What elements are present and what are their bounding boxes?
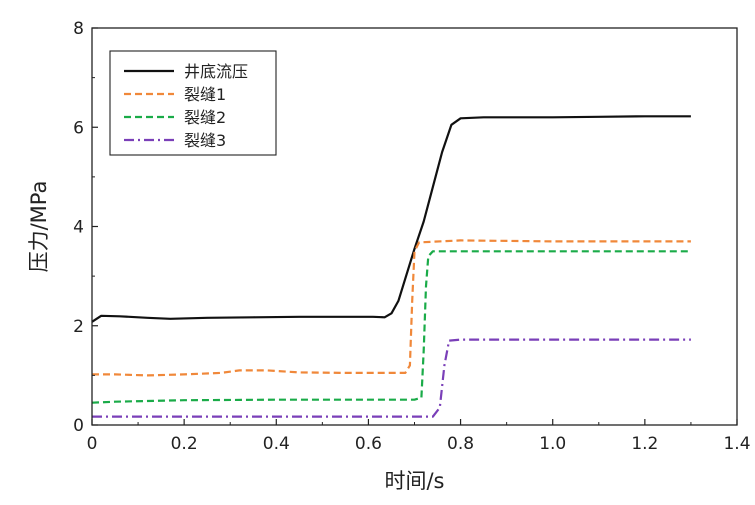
legend-box: [109, 50, 277, 156]
legend-label-3: 裂缝2: [184, 108, 226, 127]
series-line-2: [92, 239, 691, 377]
x-tick-label: 0.2: [171, 434, 198, 454]
x-tick-label: 0.4: [263, 434, 290, 454]
axes-layer: 0 0.2 0.4 0.6 0.8 1.0 1.2 1.4 0 2 4 6 8: [73, 19, 750, 454]
series-layer: [91, 115, 691, 418]
x-tick-label: 0.6: [355, 434, 382, 454]
y-tick-label: 6: [73, 118, 84, 138]
series-line-4: [92, 338, 691, 418]
x-tick-label: 1.0: [539, 434, 566, 454]
y-tick-label: 0: [73, 416, 84, 436]
y-tick-label: 8: [73, 19, 84, 39]
y-tick-label: 4: [73, 218, 84, 238]
x-axis-title: 时间/s: [384, 469, 444, 493]
y-axis-title: 压力/MPa: [27, 181, 51, 273]
legend-label-2: 裂缝1: [184, 85, 226, 104]
series-line-1: [91, 115, 691, 323]
x-tick-label: 1.4: [723, 434, 750, 454]
x-tick-label: 0: [87, 434, 98, 454]
series-line-3: [91, 250, 691, 404]
x-tick-label: 1.2: [631, 434, 658, 454]
legend-label-1: 井底流压: [184, 62, 248, 81]
x-tick-label: 0.8: [447, 434, 474, 454]
y-tick-label: 2: [73, 317, 84, 337]
legend-label-4: 裂缝3: [184, 131, 226, 150]
